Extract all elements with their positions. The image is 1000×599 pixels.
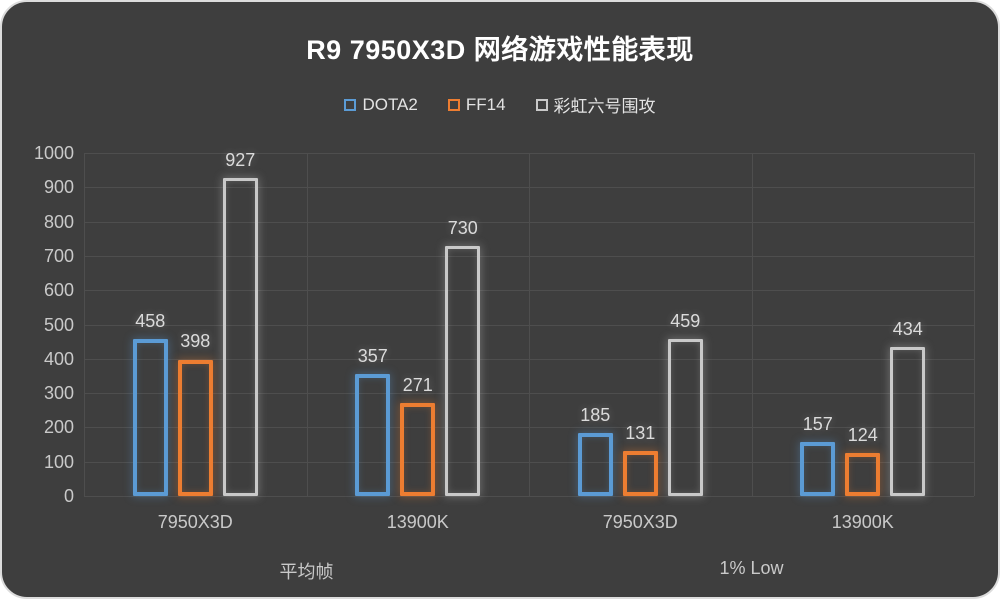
bar-dota2-group1: [132, 338, 168, 496]
bar-rainbow-six-siege-group2: [445, 245, 481, 496]
y-axis-tick-label: 1000: [33, 143, 74, 163]
bar-ff14-group1: [177, 359, 213, 496]
category-label-13900k-2: 13900K: [386, 512, 449, 532]
bar-rainbow-six-siege-group3: [667, 338, 703, 496]
bar-value-label: 124: [847, 425, 878, 446]
bar-ff14-group3: [622, 451, 658, 496]
bar-value-label: 357: [357, 345, 388, 366]
section-label-1-percent-low: 1% Low: [719, 558, 784, 578]
category-separator-line: [306, 153, 308, 496]
category-separator-line: [751, 153, 753, 496]
legend-item-rainbow-six-siege: 彩虹六号围攻: [535, 92, 656, 117]
bar-value-label: 157: [802, 414, 833, 435]
gridline-y-0: [84, 496, 974, 497]
legend-label-dota2: DOTA2: [362, 94, 418, 114]
legend-item-dota2: DOTA2: [344, 94, 418, 115]
bar-value-label: 459: [670, 310, 701, 331]
y-axis-tick-label: 600: [43, 280, 74, 301]
legend-label-ff14: FF14: [465, 94, 506, 114]
category-label-7950x3d-3: 7950X3D: [602, 512, 678, 532]
bar-ff14-group4: [845, 453, 881, 496]
y-axis-tick-label: 400: [43, 348, 74, 369]
bar-rainbow-six-siege-group4: [890, 347, 926, 496]
category-label-13900k-4: 13900K: [831, 512, 894, 532]
y-axis-tick-label: 300: [43, 383, 74, 404]
y-axis-tick-label: 100: [43, 451, 74, 472]
category-label-7950x3d-1: 7950X3D: [157, 512, 233, 532]
bar-value-label: 730: [447, 217, 478, 238]
bar-value-label: 927: [225, 150, 256, 171]
bar-dota2-group3: [577, 432, 613, 496]
bar-value-label: 458: [135, 310, 166, 331]
y-axis-tick-label: 800: [43, 211, 74, 232]
legend-swatch-dota2-icon: [344, 98, 357, 111]
category-separator-line: [529, 153, 530, 496]
y-axis-tick-label: 200: [43, 417, 74, 438]
y-axis-tick-label: 500: [43, 314, 74, 335]
legend-label-rainbow-six-siege: 彩虹六号围攻: [553, 97, 656, 116]
legend-swatch-rainbow-six-siege-icon: [535, 98, 548, 111]
bar-dota2-group2: [355, 373, 391, 496]
bar-value-label: 271: [402, 375, 433, 396]
legend-swatch-ff14-icon: [447, 98, 460, 111]
bar-value-label: 131: [625, 423, 656, 444]
legend-item-ff14: FF14: [447, 94, 506, 115]
category-separator-line: [84, 153, 85, 496]
bar-rainbow-six-siege-group1: [222, 178, 258, 496]
plot-area: 458 398 927 357 271 730 185 131 459 157 124 434: [84, 150, 975, 497]
section-label-average-fps: 平均帧: [279, 562, 334, 582]
chart-title: R9 7950X3D 网络游戏性能表现: [306, 35, 694, 65]
bar-value-label: 398: [180, 331, 211, 352]
bar-dota2-group4: [800, 442, 836, 496]
category-separator-line: [974, 153, 975, 496]
bar-value-label: 434: [892, 319, 923, 340]
y-axis-tick-label: 700: [43, 245, 74, 266]
bar-ff14-group2: [400, 403, 436, 496]
chart-legend: DOTA2 FF14 彩虹六号围攻: [2, 92, 998, 117]
y-axis-tick-label: 900: [43, 177, 74, 198]
bar-value-label: 185: [580, 404, 611, 425]
y-axis-tick-label: 0: [63, 486, 74, 506]
